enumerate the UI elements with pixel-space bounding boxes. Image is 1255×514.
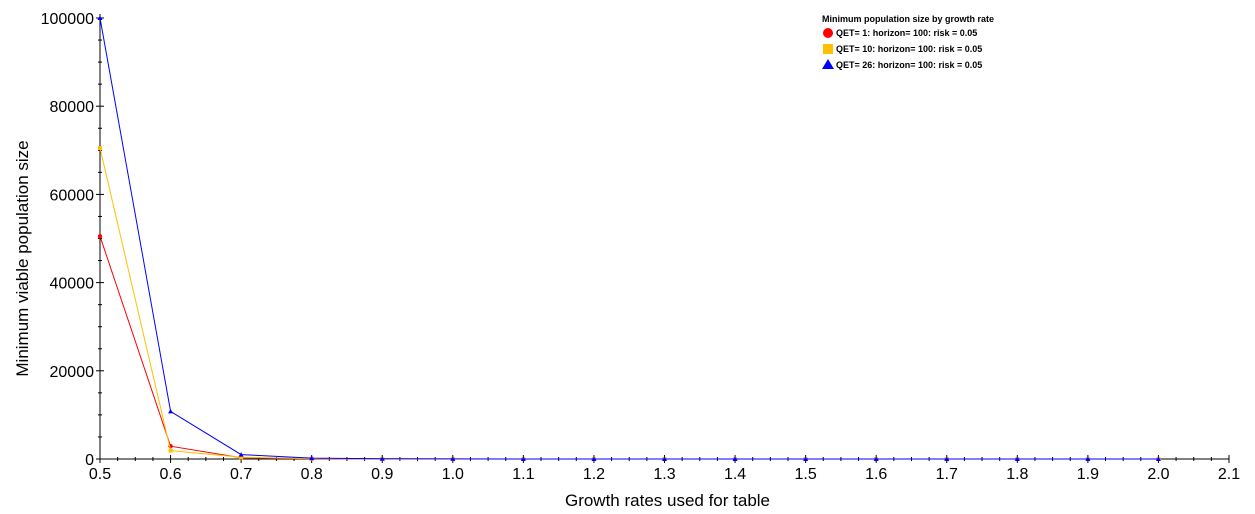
data-point [662, 456, 667, 461]
data-point [520, 456, 526, 461]
data-point [1085, 456, 1091, 461]
series-2 [98, 146, 1161, 461]
data-point [591, 456, 597, 461]
legend-title: Minimum population size by growth rate [822, 14, 994, 24]
series-1 [97, 234, 1161, 462]
legend-label: QET= 10: horizon= 100: risk = 0.05 [836, 44, 982, 54]
x-tick-label: 0.5 [89, 466, 111, 483]
data-point [873, 456, 879, 461]
data-point [1014, 456, 1020, 461]
data-point [450, 456, 456, 461]
y-axis-ticks: 0 20000 40000 60000 80000 100000 [41, 11, 104, 469]
y-tick-label: 60000 [50, 187, 95, 204]
x-tick-label: 2.0 [1147, 466, 1169, 483]
x-tick-label: 1.5 [795, 466, 817, 483]
x-tick-label: 0.6 [159, 466, 181, 483]
legend-item: QET= 1: horizon= 100: risk = 0.05 [823, 28, 977, 38]
y-axis-title: Minimum viable population size [13, 140, 32, 376]
chart-legend: Minimum population size by growth rate Q… [822, 14, 994, 70]
x-tick-label: 0.9 [371, 466, 393, 483]
data-point [1155, 456, 1161, 461]
data-point [168, 448, 173, 453]
legend-marker-triangle [822, 59, 834, 69]
data-point [944, 456, 950, 461]
x-tick-label: 2.1 [1218, 466, 1240, 483]
legend-marker-square [823, 44, 833, 54]
series-line [99, 147, 1159, 460]
x-tick-label: 1.2 [583, 466, 605, 483]
legend-items: QET= 1: horizon= 100: risk = 0.05 QET= 10… [822, 28, 982, 70]
y-tick-label: 80000 [50, 99, 95, 116]
legend-label: QET= 1: horizon= 100: risk = 0.05 [836, 28, 977, 38]
x-tick-label: 1.9 [1077, 466, 1099, 483]
x-tick-label: 0.8 [301, 466, 323, 483]
x-tick-label: 0.7 [230, 466, 252, 483]
series-line [99, 17, 1159, 460]
x-axis-ticks: 0.5 0.6 0.7 0.8 0.9 1.0 1.1 1.2 1.3 1.4 1.5 1.6 1.7 1… [89, 455, 1240, 483]
x-axis-title: Growth rates used for table [565, 491, 770, 510]
data-point [98, 146, 102, 151]
y-tick-label: 40000 [50, 276, 95, 293]
x-tick-label: 1.8 [1006, 466, 1028, 483]
y-tick-label: 20000 [50, 364, 95, 381]
data-point [239, 455, 244, 460]
data-point [379, 456, 385, 461]
legend-label: QET= 26: horizon= 100: risk = 0.05 [836, 60, 982, 70]
series-layer [97, 15, 1161, 462]
chart-axes [99, 14, 1229, 460]
series-3 [97, 15, 1161, 461]
x-tick-label: 1.3 [653, 466, 675, 483]
legend-item: QET= 26: horizon= 100: risk = 0.05 [822, 59, 982, 70]
data-point [97, 15, 103, 20]
x-tick-label: 1.0 [442, 466, 464, 483]
y-tick-label: 100000 [41, 11, 94, 28]
data-point [97, 234, 103, 239]
x-tick-label: 1.4 [724, 466, 746, 483]
legend-marker-circle [823, 28, 833, 38]
series-line [99, 236, 1159, 460]
y-tick-label: 0 [85, 452, 94, 469]
data-point [168, 408, 174, 414]
data-point [238, 452, 244, 457]
x-tick-label: 1.1 [512, 466, 534, 483]
data-point [803, 456, 809, 461]
x-tick-label: 1.6 [865, 466, 887, 483]
data-point [309, 455, 315, 461]
legend-item: QET= 10: horizon= 100: risk = 0.05 [823, 44, 982, 54]
data-point [732, 456, 738, 461]
x-tick-label: 1.7 [936, 466, 958, 483]
